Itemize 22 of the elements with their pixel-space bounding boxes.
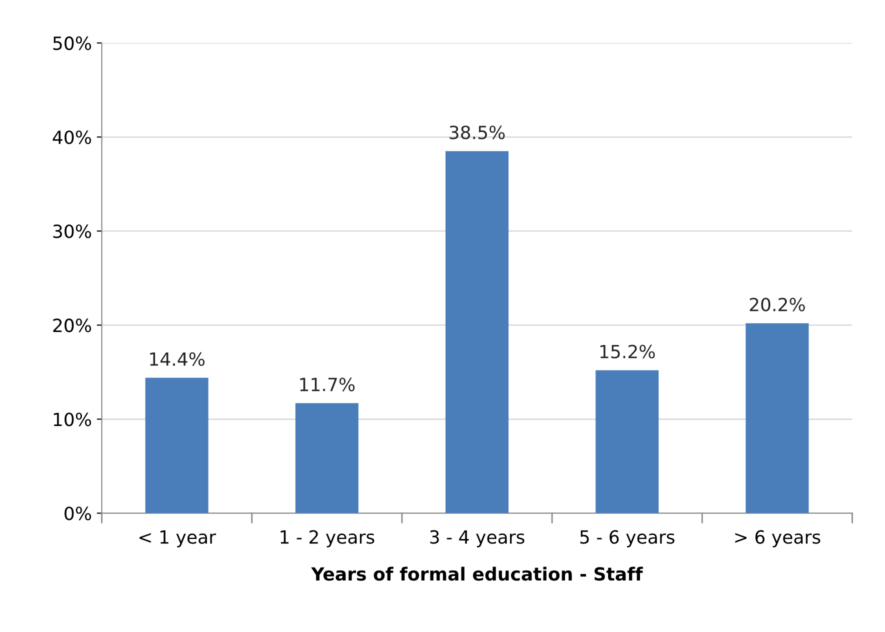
bar: [145, 378, 208, 514]
x-tick-label: 3 - 4 years: [430, 530, 524, 548]
y-tick-label: 20%: [53, 318, 92, 332]
y-tick-label: 30%: [53, 224, 92, 238]
x-tick-label: > 6 years: [735, 530, 820, 548]
data-label: 38.5%: [450, 126, 505, 140]
x-axis-title: Years of formal education - Staff: [311, 566, 643, 581]
bar: [445, 151, 509, 514]
data-label: 20.2%: [750, 298, 805, 312]
y-tick-label: 0%: [64, 506, 92, 520]
x-tick-label: 1 - 2 years: [280, 530, 374, 548]
y-tick-label: 10%: [54, 412, 92, 426]
bar: [746, 323, 809, 514]
bar: [596, 370, 659, 514]
x-tick-label: < 1 year: [140, 530, 216, 548]
y-tick-label: 50%: [53, 36, 92, 50]
data-label: 14.4%: [150, 352, 205, 366]
y-tick-label: 40%: [52, 130, 92, 144]
data-label: 15.2%: [600, 344, 655, 358]
data-label: 11.7%: [300, 378, 355, 392]
bar: [295, 403, 358, 514]
x-tick-label: 5 - 6 years: [580, 530, 674, 548]
